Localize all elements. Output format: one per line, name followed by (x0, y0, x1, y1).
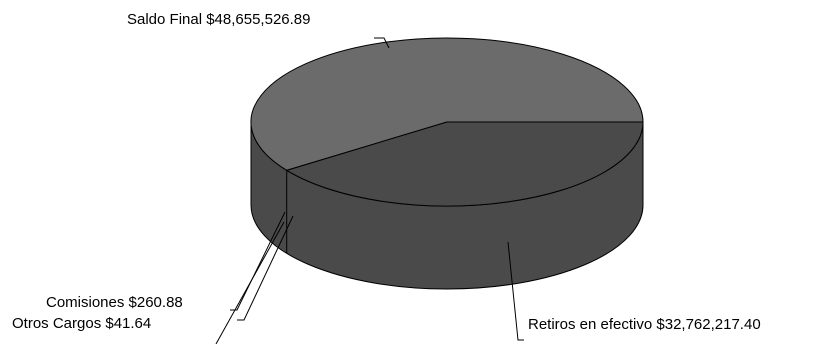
leader-line-otros-cargos (237, 215, 294, 321)
leader-line-saldo-final (374, 37, 390, 49)
data-label-comisiones: Comisiones $260.88 (46, 294, 183, 311)
pie-slice-retiros-en-efectivo (285, 121, 644, 207)
data-label-saldo-final: Saldo Final $48,655,526.89 (127, 11, 310, 28)
leader-line-otros-cargos-tail (215, 221, 285, 344)
pie-slice-saldo-final (250, 37, 644, 171)
leader-line-comisiones (230, 211, 286, 311)
data-label-otros-cargos: Otros Cargos $41.64 (12, 315, 151, 332)
leader-line-retiros-en-efectivo (507, 241, 524, 341)
data-label-retiros-en-efectivo: Retiros en efectivo $32,762,217.40 (528, 316, 761, 333)
